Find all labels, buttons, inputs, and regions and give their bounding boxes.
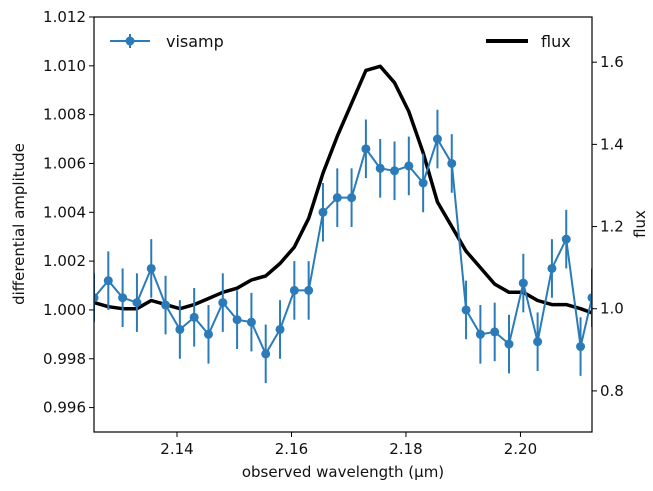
y-left-tick-label-5: 1.006 [43, 154, 86, 172]
y-right-tick-label-1: 1.0 [600, 300, 624, 318]
x-tick-label-0: 2.14 [160, 440, 193, 458]
visamp-point-2 [118, 293, 128, 303]
visamp-point-35 [587, 293, 592, 303]
visamp-point-27 [475, 329, 485, 339]
x-tick-label-1: 2.16 [275, 440, 308, 458]
flux-series-line [94, 64, 592, 315]
visamp-series-line [94, 136, 592, 357]
y-left-tick-label-6: 1.008 [43, 106, 86, 124]
x-axis: 2.14 2.16 2.18 2.20 [160, 432, 537, 458]
y-right-tick-label-0: 0.8 [600, 382, 624, 400]
visamp-point-0 [94, 293, 99, 303]
visamp-point-33 [561, 234, 571, 244]
visamp-point-24 [432, 134, 442, 144]
legend-visamp-marker [125, 36, 135, 46]
y-right-axis: 0.8 1.0 1.2 1.4 1.6 [592, 53, 624, 400]
legend-flux: flux [486, 32, 571, 51]
visamp-point-31 [533, 337, 543, 347]
visamp-point-13 [275, 324, 285, 334]
visamp-point-4 [146, 263, 156, 273]
plot-frame [93, 16, 593, 433]
visamp-point-23 [418, 178, 428, 188]
visamp-point-26 [461, 305, 471, 315]
y-right-axis-label: flux [631, 210, 649, 238]
y-left-axis-label: differential amplitude [10, 143, 28, 305]
visamp-point-29 [504, 339, 514, 349]
visamp-point-34 [576, 342, 586, 352]
visamp-point-17 [332, 193, 342, 203]
visamp-point-28 [490, 327, 500, 337]
y-left-tick-label-2: 1.000 [43, 301, 86, 319]
x-tick-label-2: 2.18 [389, 440, 422, 458]
x-axis-label: observed wavelength (μm) [242, 463, 444, 481]
plot-series-group [94, 64, 592, 384]
visamp-point-11 [246, 317, 256, 327]
legend-visamp-label: visamp [166, 32, 224, 51]
y-right-tick-label-3: 1.4 [600, 135, 624, 153]
y-left-tick-label-7: 1.010 [43, 57, 86, 75]
visamp-point-5 [161, 300, 171, 310]
y-left-tick-label-8: 1.012 [43, 8, 86, 26]
visamp-point-18 [347, 193, 357, 203]
legend-visamp: visamp [110, 32, 224, 51]
visamp-point-16 [318, 207, 328, 217]
visamp-point-19 [361, 144, 371, 154]
visamp-point-32 [547, 263, 557, 273]
legend-flux-label: flux [541, 32, 571, 51]
visamp-point-10 [232, 315, 242, 325]
x-tick-label-3: 2.20 [504, 440, 537, 458]
visamp-point-9 [218, 298, 228, 308]
visamp-point-22 [404, 161, 414, 171]
visamp-point-25 [447, 158, 457, 168]
y-right-tick-label-2: 1.2 [600, 218, 624, 236]
y-left-tick-label-4: 1.004 [43, 203, 86, 221]
visamp-point-21 [390, 166, 400, 176]
visamp-point-15 [304, 285, 314, 295]
y-left-axis: 0.996 0.998 1.000 1.002 1.004 1.006 1.008 1.010… [43, 8, 94, 417]
visamp-point-20 [375, 163, 385, 173]
visamp-point-3 [132, 298, 142, 308]
y-right-tick-label-4: 1.6 [600, 53, 624, 71]
visamp-point-30 [518, 278, 528, 288]
y-left-tick-label-1: 0.998 [43, 350, 86, 368]
y-left-tick-label-0: 0.996 [43, 399, 86, 417]
visamp-point-6 [175, 324, 185, 334]
visamp-point-1 [103, 276, 113, 286]
visamp-point-7 [189, 312, 199, 322]
visamp-point-14 [289, 285, 299, 295]
visamp-point-8 [203, 329, 213, 339]
visamp-point-12 [261, 349, 271, 359]
y-left-tick-label-3: 1.002 [43, 252, 86, 270]
